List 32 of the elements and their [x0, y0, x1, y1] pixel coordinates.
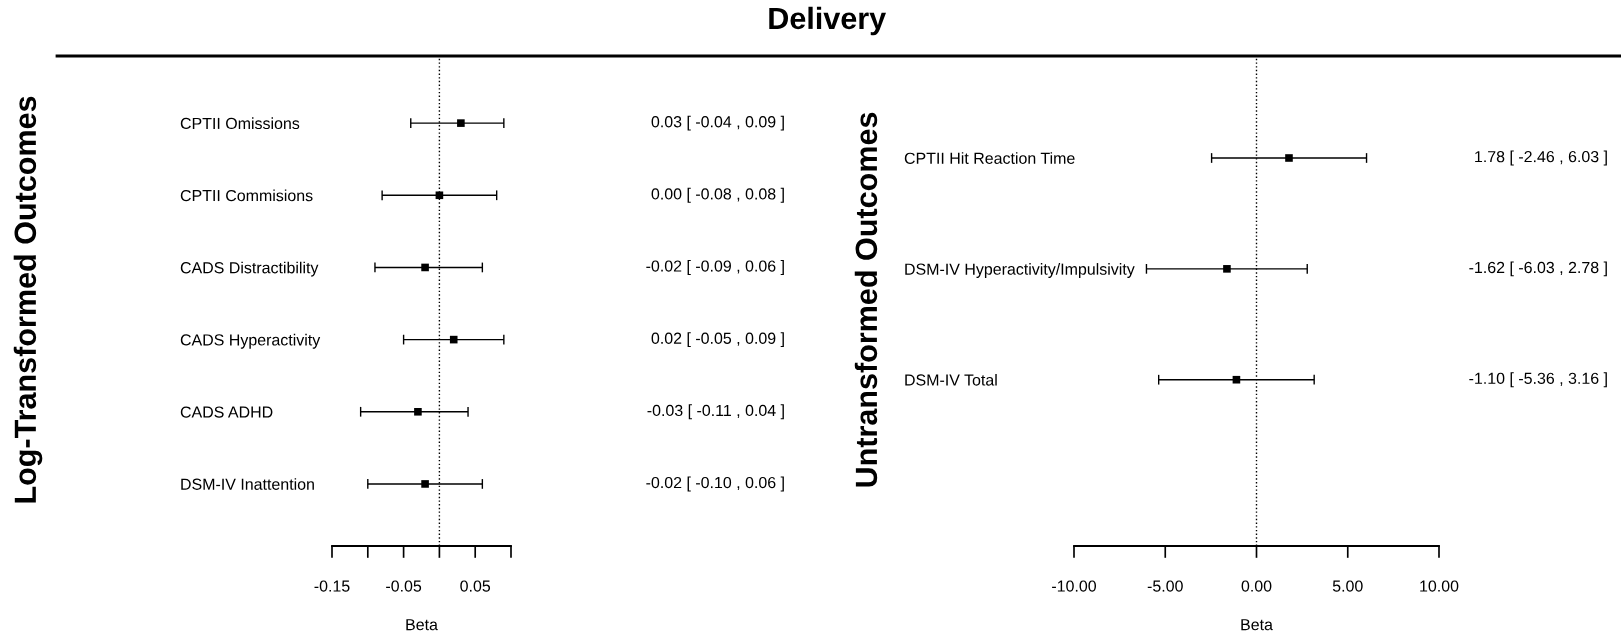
x-tick-label: 0.05 [460, 580, 491, 592]
data-label: 0.03 [ -0.04 , 0.09 ] [651, 115, 784, 131]
x-tick-label: -10.00 [1052, 580, 1097, 592]
x-axis-title: Beta [406, 619, 438, 631]
y-tick-label: DSM-IV Total [905, 373, 997, 386]
point [414, 407, 422, 416]
x-tick-label: 5.00 [1332, 580, 1363, 592]
x-tick-label: -0.15 [314, 580, 350, 592]
x-tick-label: 0.00 [1241, 580, 1272, 592]
y-axis-title: Log-Transformed Outcomes [13, 96, 43, 503]
y-tick-label: DSM-IV Inattention [181, 478, 314, 490]
y-tick-label: CPTII Hit Reaction Time [904, 152, 1075, 164]
text: Delivery [769, 6, 886, 36]
y-tick-label: CPTII Commisions [180, 189, 313, 202]
x-axis-title: Beta [1241, 619, 1273, 631]
data-label: -0.03 [ -0.11 , 0.04 ] [647, 404, 784, 420]
data-label: 0.02 [ -0.05 , 0.09 ] [651, 332, 784, 348]
y-tick-label: CADS Distractibility [180, 261, 319, 277]
y-tick-label: CPTII Omissions [180, 117, 300, 130]
x-tick-label: -0.05 [386, 580, 422, 592]
data-label: -0.02 [ -0.09 , 0.06 ] [646, 260, 784, 275]
data-label: 1.78 [ -2.46 , 6.03 ] [1475, 150, 1607, 166]
y-tick-label: DSM-IV Hyperactivity/Impulsivity [905, 263, 1135, 278]
x-tick-label: 10.00 [1420, 580, 1459, 592]
data-label: -1.62 [ -6.03 , 2.78 ] [1469, 261, 1607, 277]
data-label: 0.00 [ -0.08 , 0.08 ] [651, 187, 784, 203]
y-tick-label: CADS ADHD [180, 406, 273, 418]
y-axis-title: Untransformed Outcomes [854, 112, 878, 487]
x-tick-label: -5.00 [1147, 580, 1183, 592]
y-tick-label: CADS Hyperactivity [180, 333, 321, 349]
data-label: -0.02 [ -0.10 , 0.06 ] [646, 476, 784, 492]
data-label: -1.10 [ -5.36 , 3.16 ] [1469, 372, 1607, 388]
